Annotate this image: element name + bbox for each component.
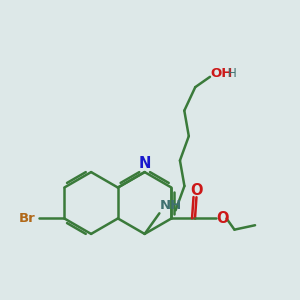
Text: O: O [216, 211, 229, 226]
Text: OH: OH [211, 67, 233, 80]
Text: H: H [228, 67, 237, 80]
Text: NH: NH [160, 199, 182, 212]
Text: N: N [139, 156, 151, 171]
Text: O: O [190, 183, 203, 198]
Text: Br: Br [19, 212, 36, 225]
